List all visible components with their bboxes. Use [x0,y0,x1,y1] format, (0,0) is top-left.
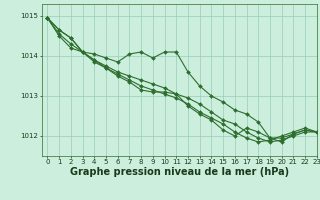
X-axis label: Graphe pression niveau de la mer (hPa): Graphe pression niveau de la mer (hPa) [70,167,289,177]
